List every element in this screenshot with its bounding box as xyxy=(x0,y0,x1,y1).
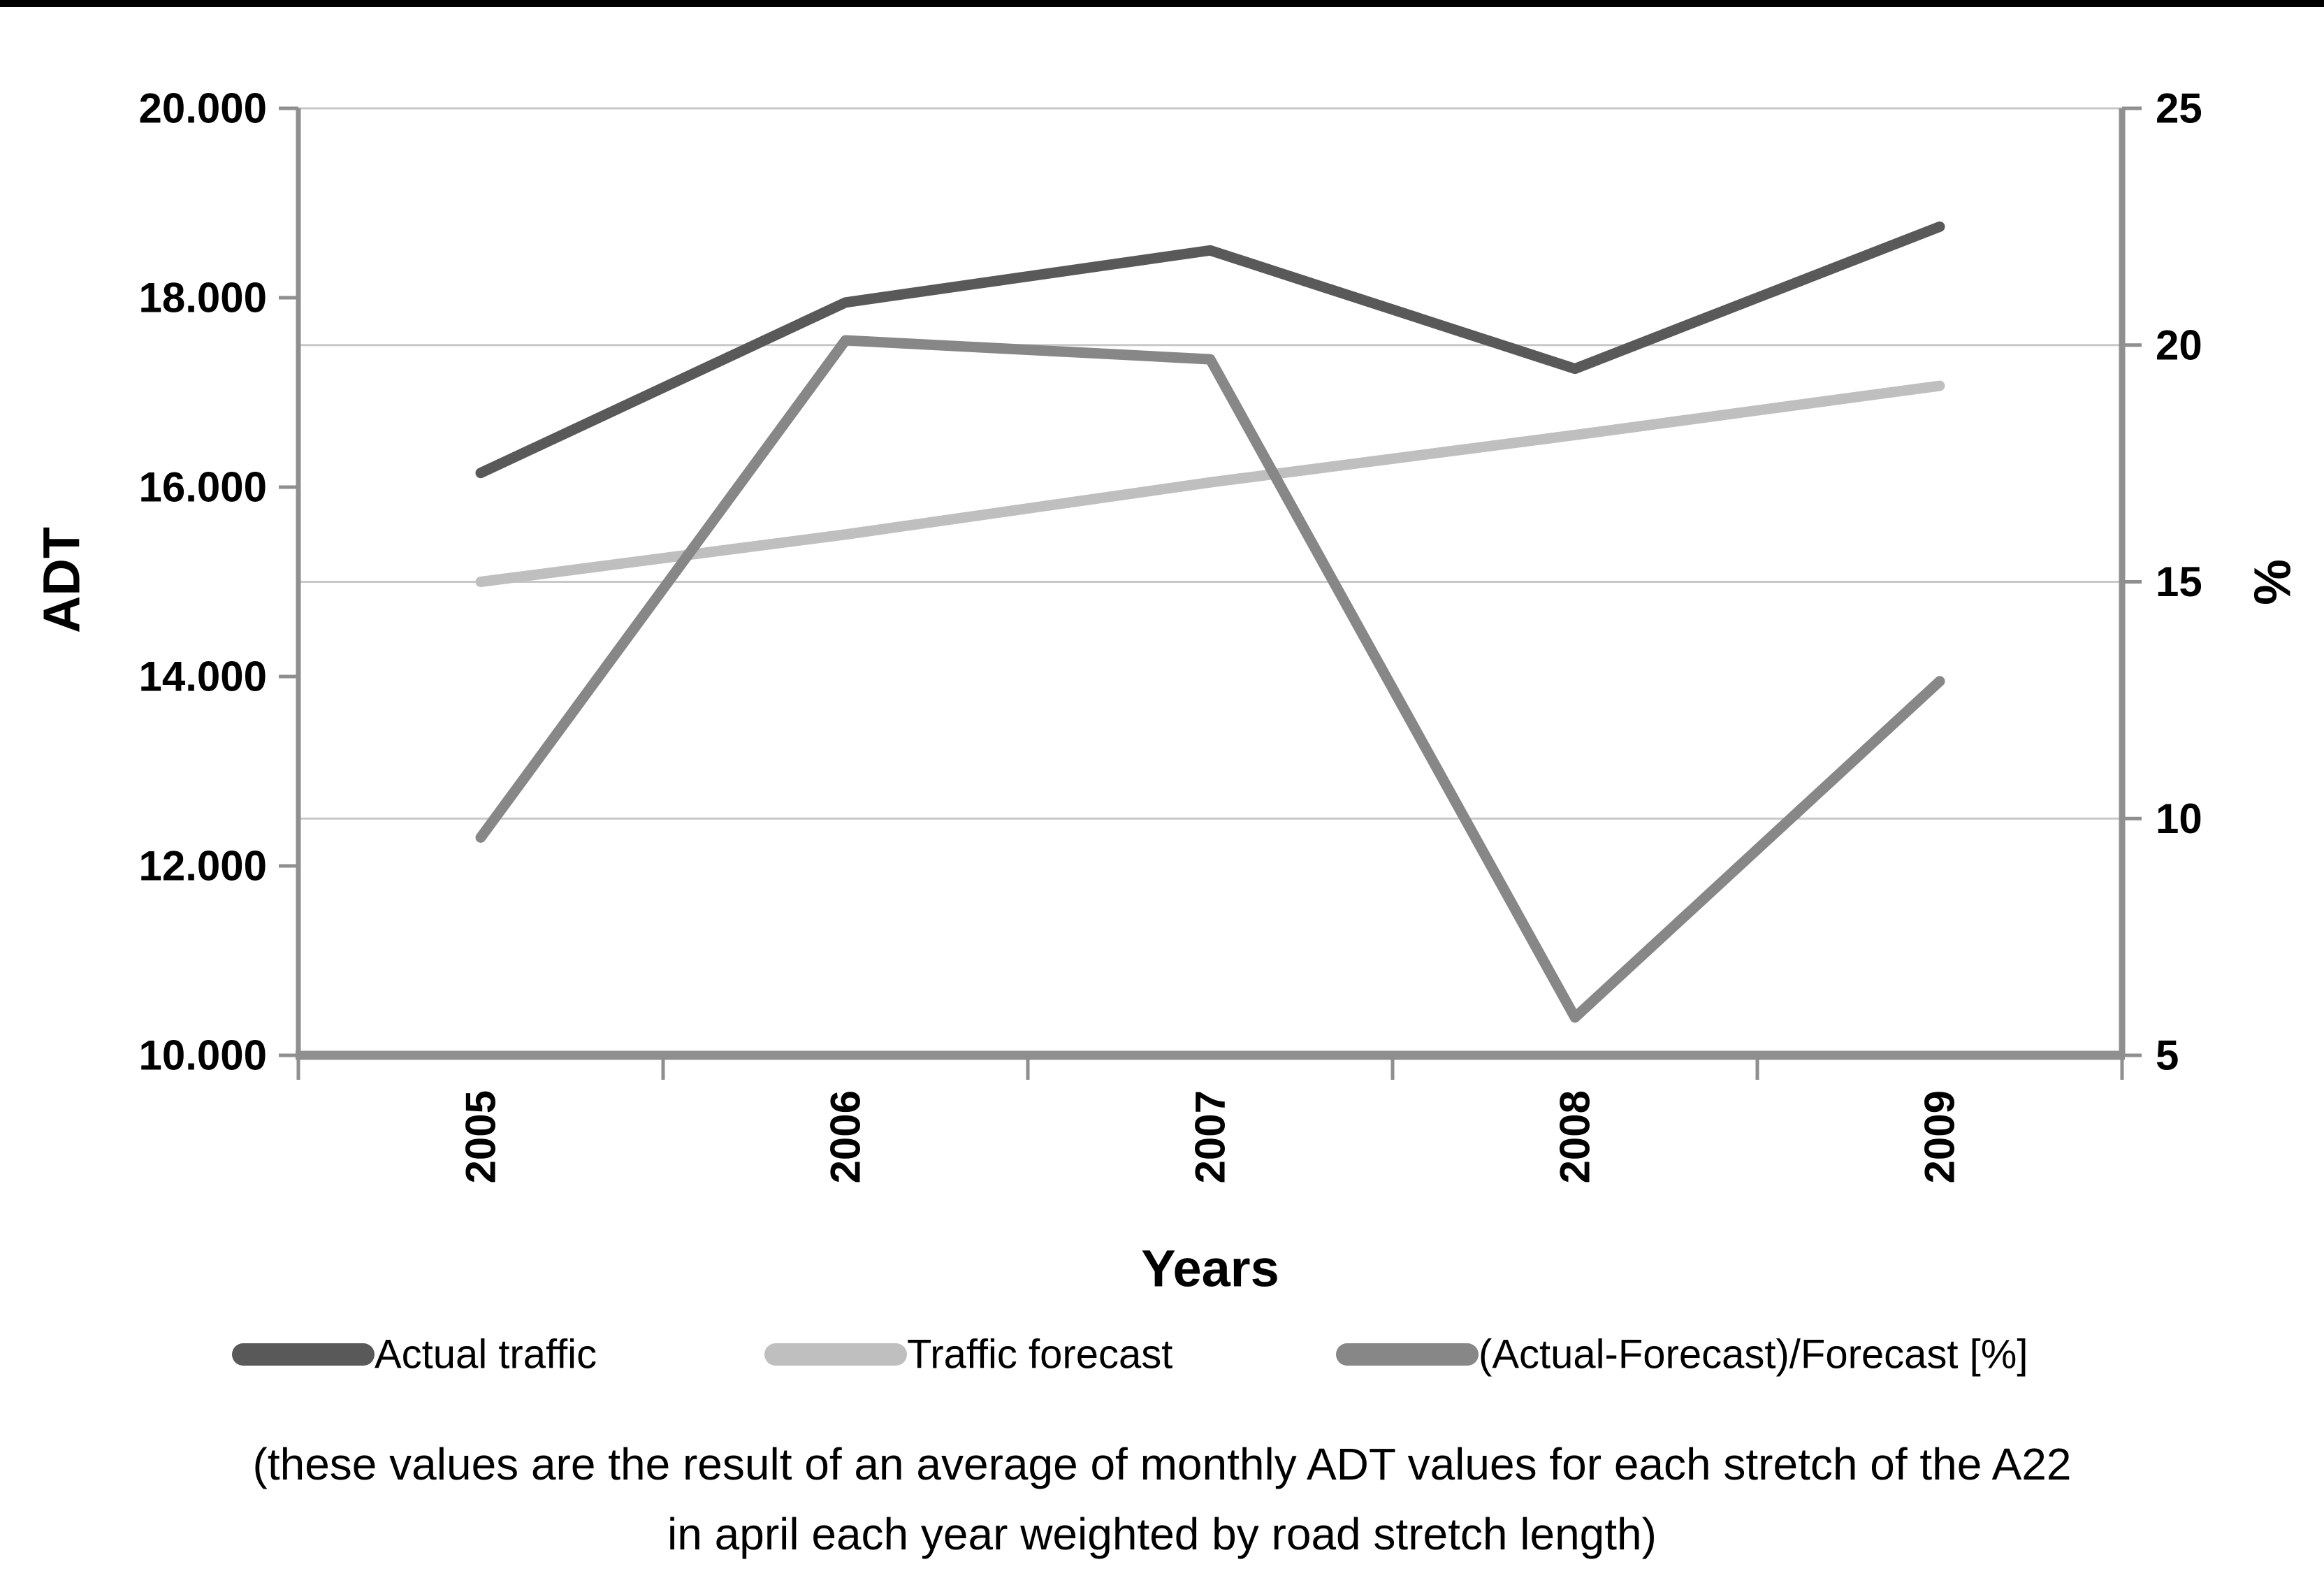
right-axis-tick-label: 5 xyxy=(2156,1032,2179,1079)
series-line-1 xyxy=(475,380,1945,587)
legend-item: (Actual-Forecast)/Forecast [%] xyxy=(1336,1332,2028,1378)
right-axis-tick-label: 10 xyxy=(2156,795,2202,842)
legend-label: Traffic forecast xyxy=(907,1332,1172,1378)
top-border-rule xyxy=(0,0,2324,7)
left-axis-tick-label: 10.000 xyxy=(138,1032,267,1079)
legend-label: (Actual-Forecast)/Forecast [%] xyxy=(1479,1332,2028,1378)
legend-item: Traffic forecast xyxy=(764,1332,1172,1378)
left-axis-tick-label: 20.000 xyxy=(138,85,267,132)
right-axis-tick-label: 15 xyxy=(2156,558,2202,605)
x-axis-year-label: 2008 xyxy=(1552,1090,1599,1183)
right-axis-title: % xyxy=(2244,559,2302,605)
caption-line-1: (these values are the result of an avera… xyxy=(253,1439,2072,1489)
x-axis-year-label: 2005 xyxy=(458,1090,504,1183)
right-axis-tick-label: 20 xyxy=(2156,321,2202,368)
axis-tick-labels: 10.000 12.000 14.000 16.000 18.000 20.000 5 10 1… xyxy=(138,85,2202,1184)
left-axis-title: ADT xyxy=(33,527,91,633)
x-axis-year-label: 2007 xyxy=(1187,1090,1234,1183)
left-axis-tick-label: 12.000 xyxy=(138,843,267,890)
left-axis-tick-label: 18.000 xyxy=(138,275,267,321)
x-axis-year-label: 2006 xyxy=(822,1090,869,1183)
series-line-2 xyxy=(475,335,1945,1023)
legend: Actual traffic Traffic forecast (Actual-Fo… xyxy=(232,1332,2028,1378)
data-series xyxy=(475,221,1945,1023)
legend-item: Actual traffic xyxy=(232,1332,597,1378)
series-line-0 xyxy=(475,221,1945,479)
left-axis-tick-label: 16.000 xyxy=(138,464,267,511)
axes xyxy=(279,106,2142,1080)
left-axis-tick-label: 14.000 xyxy=(138,653,267,700)
legend-label: Actual traffic xyxy=(375,1332,597,1378)
right-axis-tick-label: 25 xyxy=(2156,85,2202,132)
x-axis-title: Years xyxy=(1141,1240,1279,1298)
caption-line-2: in april each year weighted by road stre… xyxy=(667,1509,1657,1559)
x-axis-year-label: 2009 xyxy=(1917,1090,1963,1183)
gridlines xyxy=(298,107,2122,820)
